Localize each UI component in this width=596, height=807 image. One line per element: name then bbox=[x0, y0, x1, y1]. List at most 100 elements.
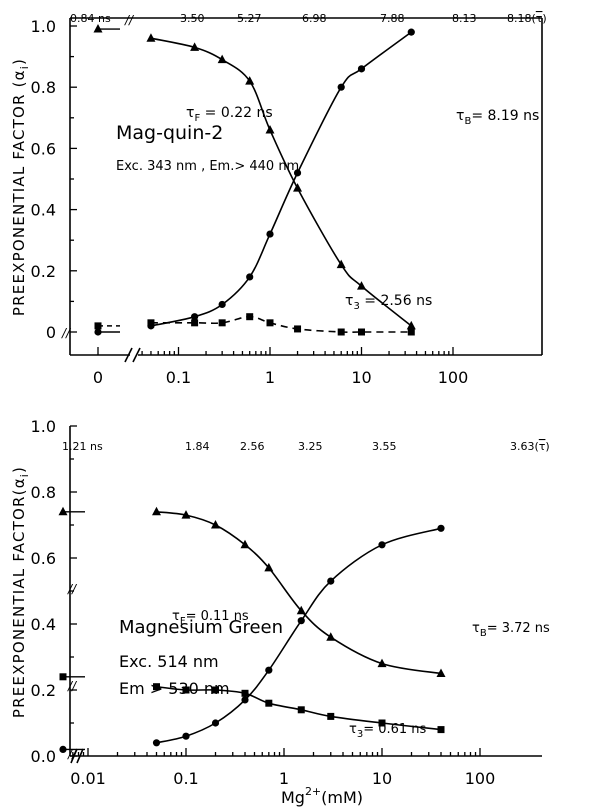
top-x-tick-label-2: 1 bbox=[265, 368, 275, 387]
top-lifetime-label-3: 6.98 bbox=[302, 12, 327, 25]
bottom-series-triangle-point-2 bbox=[211, 520, 221, 529]
top-series-circle-point-1 bbox=[191, 313, 199, 321]
bottom-y-tick-label-5: 1.0 bbox=[31, 417, 56, 436]
bottom-x-tick-label-0: 0.01 bbox=[70, 769, 106, 788]
bottom-series-square-point-6 bbox=[327, 712, 335, 720]
bottom-series-square-point-8 bbox=[437, 726, 445, 734]
top-lifetime-label-4: 7.88 bbox=[380, 12, 405, 25]
top-lifetime-label-6: 8.18(τ) bbox=[507, 12, 547, 25]
bottom-series-square-point-3 bbox=[241, 689, 249, 697]
top-lifetime-label-1: 3.50 bbox=[180, 12, 205, 25]
bottom-lifetime-label-4: 3.55 bbox=[372, 440, 397, 453]
bottom-x-tick-label-3: 10 bbox=[372, 769, 392, 788]
top-dye-name: Mag-quin-2 bbox=[116, 122, 223, 144]
top-y-axis-label: PREEXPONENTIAL FACTOR (αi) bbox=[10, 58, 31, 316]
top-y-tick-label-5: 1.0 bbox=[31, 17, 56, 36]
top-series-square-point-7 bbox=[358, 328, 365, 336]
bottom-lifetime-label-0: 1.21 ns bbox=[62, 440, 103, 453]
top-series-circle-point-4 bbox=[266, 230, 274, 238]
top-tau3-label: τ3 = 2.56 ns bbox=[345, 293, 432, 312]
top-series-square-point-4 bbox=[266, 319, 274, 327]
bottom-series-triangle-point-6 bbox=[326, 632, 336, 641]
bottom-axis-break-2 bbox=[76, 748, 84, 764]
top-panel: PREEXPONENTIAL FACTOR (αi) Mag-quin-2 Ex… bbox=[10, 12, 547, 387]
bottom-y-tick-label-4: 0.8 bbox=[31, 483, 56, 502]
top-series-triangle-point-5 bbox=[293, 183, 303, 192]
bottom-lifetime-label-2: 2.56 bbox=[240, 440, 265, 453]
top-x-tick-label-4: 100 bbox=[438, 368, 469, 387]
top-series-square-point-8 bbox=[407, 328, 415, 336]
top-series-triangle-point-8 bbox=[406, 320, 416, 330]
top-y-tick-label-4: 0.8 bbox=[31, 78, 56, 97]
top-series-triangle-point-0 bbox=[146, 33, 156, 42]
top-conditions: Exc. 343 nm , Em.> 440 nm bbox=[116, 159, 299, 174]
bottom-series-circle-point-0 bbox=[152, 739, 161, 747]
top-series-circle-point-5 bbox=[293, 169, 302, 177]
top-series-circle-point-8 bbox=[407, 28, 415, 36]
top-y-tick-label-3: 0.6 bbox=[31, 139, 56, 158]
top-series-circle-point-2 bbox=[218, 300, 226, 309]
bottom-series-triangle-point-4 bbox=[264, 562, 274, 572]
top-series-triangle-point-6 bbox=[336, 259, 346, 269]
top-y-tick-label-1: 0.2 bbox=[31, 262, 56, 281]
bottom-series-circle-point-5 bbox=[297, 617, 305, 625]
top-axis-break-2 bbox=[132, 347, 141, 363]
bottom-series-triangle-point-0 bbox=[151, 506, 161, 516]
bottom-tauF-label: τF= 0.11 ns bbox=[172, 609, 249, 627]
top-series-triangle-line bbox=[150, 37, 412, 327]
bottom-series-triangle-point-5 bbox=[296, 605, 306, 615]
bottom-dye-name: Magnesium Green bbox=[119, 617, 283, 638]
top-series-circle-line bbox=[150, 31, 412, 327]
top-series-triangle-point-1 bbox=[190, 42, 200, 51]
top-series-square-line bbox=[151, 315, 412, 334]
top-y-tick-label-2: 0.4 bbox=[31, 201, 56, 220]
bottom-series-square-point-7 bbox=[378, 719, 386, 727]
top-series-circle-point-7 bbox=[357, 65, 366, 73]
bottom-series-circle-point-8 bbox=[437, 524, 445, 532]
top-series-square-point-1 bbox=[191, 319, 199, 327]
bottom-lifetime-label-5: 3.63(τ) bbox=[510, 440, 550, 453]
top-break-mark-2: // bbox=[61, 326, 72, 340]
bottom-tauB-label: τB= 3.72 ns bbox=[472, 621, 550, 639]
top-series-triangle-point-3 bbox=[245, 76, 255, 85]
top-x-tick-label-1: 0.1 bbox=[166, 368, 191, 387]
bottom-series-circle-point-6 bbox=[327, 577, 335, 585]
top-axis-break-1 bbox=[124, 347, 133, 363]
top-series-triangle-point-7 bbox=[357, 281, 366, 290]
bottom-series-square-point-2 bbox=[212, 686, 220, 694]
bottom-y-tick-label-1: 0.2 bbox=[31, 681, 56, 700]
bottom-lifetime-label-1: 1.84 bbox=[185, 440, 210, 453]
bottom-x-tick-label-4: 100 bbox=[465, 769, 496, 788]
bottom-series-circle-point-2 bbox=[211, 719, 220, 727]
top-x-tick-label-0: 0 bbox=[93, 368, 103, 387]
top-series-square-point-6 bbox=[337, 328, 345, 336]
top-series-triangle-zero-point bbox=[93, 24, 103, 33]
bottom-x-tick-label-1: 0.1 bbox=[173, 769, 198, 788]
bottom-y-axis-label: PREEXPONENTIAL FACTOR(αi) bbox=[10, 466, 31, 718]
top-x-tick-label-3: 10 bbox=[351, 368, 371, 387]
top-lifetime-label-5: 8.13 bbox=[452, 12, 477, 25]
bottom-panel: PREEXPONENTIAL FACTOR(αi) Mg2+(mM) Magne… bbox=[10, 417, 550, 807]
bottom-series-square-point-5 bbox=[297, 706, 305, 714]
top-break-mark-1: // bbox=[124, 13, 135, 27]
top-tauF-label: τF = 0.22 ns bbox=[186, 105, 273, 124]
top-series-circle-point-6 bbox=[337, 83, 345, 91]
top-lifetime-label-2: 5.27 bbox=[237, 12, 262, 25]
bottom-series-square-point-0 bbox=[152, 683, 160, 691]
bottom-series-triangle-point-7 bbox=[377, 658, 387, 668]
bottom-break-mark-1: // bbox=[67, 582, 78, 596]
bottom-x-axis-label: Mg2+(mM) bbox=[281, 785, 363, 807]
bottom-break-mark-2: // bbox=[67, 679, 78, 693]
bottom-series-circle-point-3 bbox=[241, 696, 249, 704]
bottom-excitation: Exc. 514 nm bbox=[119, 652, 219, 671]
top-series-circle-point-3 bbox=[246, 273, 254, 281]
top-lifetime-label-0: 0.84 ns bbox=[70, 12, 111, 25]
bottom-series-square-point-1 bbox=[182, 686, 190, 694]
bottom-y-tick-label-2: 0.4 bbox=[31, 615, 56, 634]
bottom-y-tick-label-3: 0.6 bbox=[31, 549, 56, 568]
top-y-tick-label-0: 0 bbox=[46, 323, 56, 342]
bottom-series-triangle-zero-point bbox=[58, 506, 68, 516]
bottom-series-circle-point-4 bbox=[265, 666, 273, 674]
top-series-square-point-0 bbox=[147, 319, 155, 327]
